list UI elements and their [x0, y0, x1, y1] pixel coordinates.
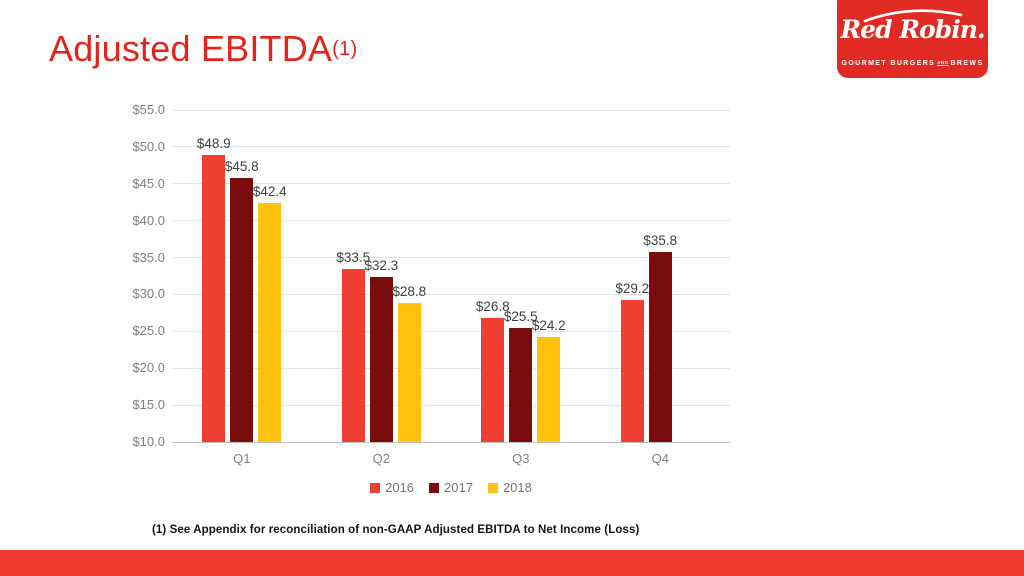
bar-value-label: $28.8: [392, 284, 427, 300]
page-title: Adjusted EBITDA(1): [49, 30, 357, 68]
legend-item-2016: 2016: [370, 480, 414, 495]
y-axis-label: $50.0: [132, 138, 165, 154]
bar-2017-q4: [648, 251, 672, 442]
gridline: [172, 220, 730, 222]
legend-item-2018: 2018: [487, 480, 532, 495]
y-axis-label: $20.0: [132, 360, 165, 376]
footer-accent-bar: [0, 550, 1024, 576]
gridline: [172, 109, 730, 111]
bar-2017-q2: [369, 277, 393, 442]
legend-swatch-2018: [487, 482, 498, 493]
bar-value-label: $45.8: [224, 158, 259, 174]
logo-tagline-right: BREWS: [950, 60, 984, 67]
bar-value-label: $48.9: [196, 136, 231, 151]
bar-2016-q1: [202, 155, 226, 442]
y-axis-label: $15.0: [132, 397, 165, 413]
bar-value-label: $29.2: [615, 281, 650, 297]
bar-2016-q4: [620, 300, 644, 442]
page-title-text: Adjusted EBITDA: [49, 28, 333, 69]
gridline: [172, 257, 730, 259]
legend-swatch-2017: [429, 482, 440, 493]
y-axis-label: $55.0: [132, 102, 165, 117]
y-axis-label: $40.0: [132, 212, 165, 228]
bar-2017-q3: [509, 327, 533, 442]
bar-value-label: $26.8: [475, 299, 510, 315]
x-axis-label: Q4: [651, 451, 669, 466]
legend-swatch-2016: [370, 482, 381, 493]
bar-2016-q2: [341, 268, 365, 442]
x-axis-label: Q2: [372, 451, 390, 466]
bar-2018-q2: [397, 303, 421, 442]
bar-2018-q3: [537, 337, 561, 442]
chart-legend: 2016 2017 2018: [172, 480, 730, 495]
legend-label: 2016: [385, 480, 415, 495]
gridline: [172, 330, 730, 332]
gridline: [172, 367, 730, 369]
legend-label: 2017: [444, 480, 473, 495]
logo-brand-text: Red Robin.: [840, 15, 985, 44]
y-axis-label: $45.0: [132, 175, 165, 191]
title-footnote-marker: (1): [332, 38, 358, 60]
bar-2017-q1: [230, 177, 254, 442]
bar-value-label: $32.3: [364, 258, 399, 274]
bar-value-label: $25.5: [503, 308, 538, 324]
x-axis-label: Q1: [233, 451, 251, 466]
x-axis-label: Q3: [512, 451, 530, 466]
bar-value-label: $35.8: [643, 232, 678, 248]
bar-2018-q1: [258, 202, 282, 442]
gridline: [172, 183, 730, 185]
bar-2016-q3: [481, 318, 505, 442]
footnote: (1) See Appendix for reconciliation of n…: [152, 524, 640, 536]
y-axis-label: $35.0: [132, 249, 165, 265]
bar-value-label: $42.4: [252, 183, 287, 199]
bar-value-label: $24.2: [531, 318, 566, 334]
logo-tagline-left: GOURMET BURGERS: [841, 60, 936, 67]
gridline: [172, 404, 730, 406]
legend-label: 2018: [502, 480, 532, 495]
gridline: [172, 293, 730, 295]
bar-value-label: $33.5: [336, 249, 371, 265]
logo-tagline-and: AND: [937, 60, 949, 65]
logo-tagline: GOURMET BURGERS AND BREWS: [837, 60, 988, 67]
logo-swoosh-icon: [863, 9, 963, 23]
legend-item-2017: 2017: [429, 480, 473, 495]
x-axis-line: [172, 441, 730, 443]
y-axis-label: $10.0: [132, 434, 165, 449]
y-axis-label: $25.0: [132, 323, 165, 339]
y-axis-label: $30.0: [132, 286, 165, 302]
gridline: [172, 146, 730, 148]
red-robin-logo: Red Robin. GOURMET BURGERS AND BREWS: [837, 0, 988, 78]
